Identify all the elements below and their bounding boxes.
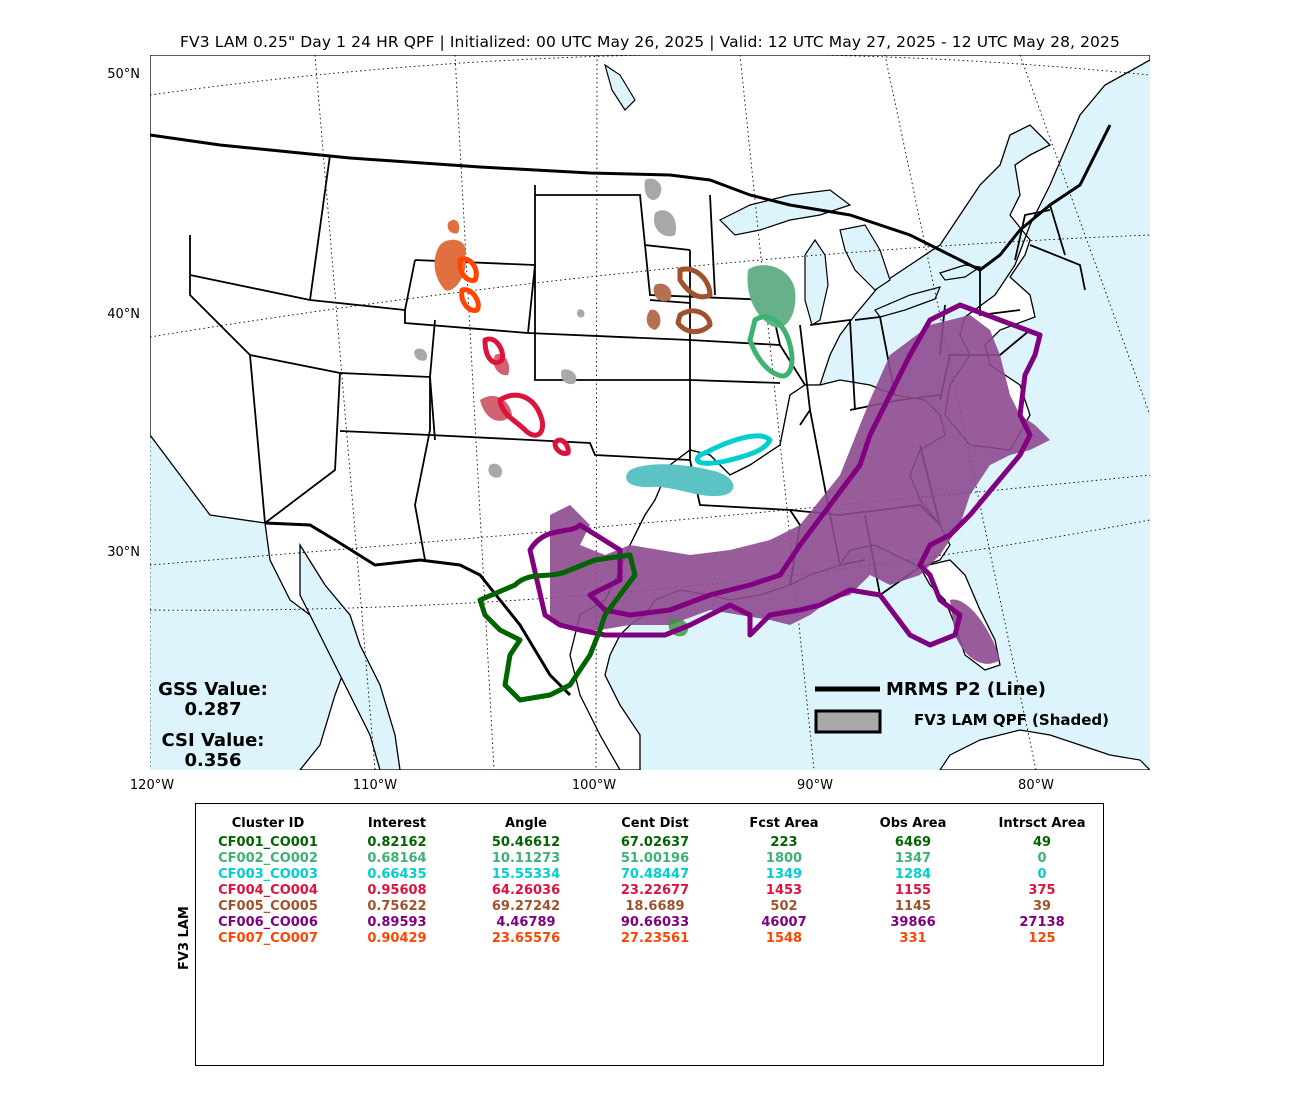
col-header-centdist: Cent Dist xyxy=(621,816,689,831)
row-4-cluster-id: CF004_CO004 xyxy=(218,883,318,898)
lon-label-90: 90°W xyxy=(797,778,833,793)
cf005-forecast xyxy=(653,283,672,302)
row-6-interest: 0.89593 xyxy=(367,915,427,930)
row-6-intrsct-area: 27138 xyxy=(1019,915,1065,930)
row-5-interest: 0.75622 xyxy=(367,899,427,914)
row-1-cent-dist: 67.02637 xyxy=(620,835,690,850)
lake-michigan xyxy=(804,238,829,326)
cluster-table: Cluster ID Interest Angle Cent Dist Fcst… xyxy=(195,803,1104,1066)
cf002-forecast xyxy=(747,265,796,328)
row-4-fcst-area: 1453 xyxy=(765,883,803,898)
col-header-intrsctarea: Intrsct Area xyxy=(998,816,1086,831)
lon-label-120: 120°W xyxy=(129,778,175,793)
row-5-obs-area: 1145 xyxy=(894,899,932,914)
row-6-angle: 4.46789 xyxy=(496,915,556,930)
map-title: FV3 LAM 0.25" Day 1 24 HR QPF | Initiali… xyxy=(180,33,1120,51)
row-7-angle: 23.65576 xyxy=(491,931,561,946)
lat-label-50: 50°N xyxy=(107,67,140,82)
row-4-cent-dist: 23.22677 xyxy=(620,883,690,898)
row-7-cluster-id: CF007_CO007 xyxy=(218,931,318,946)
row-4-angle: 64.26036 xyxy=(491,883,561,898)
lon-label-110: 110°W xyxy=(352,778,398,793)
row-3-fcst-area: 1349 xyxy=(765,867,803,882)
row-6-cent-dist: 90.66033 xyxy=(620,915,690,930)
table-side-label: FV3 LAM xyxy=(177,906,192,970)
csi-value: 0.356 xyxy=(184,750,242,771)
col-header-angle: Angle xyxy=(505,816,547,831)
row-3-obs-area: 1284 xyxy=(894,867,932,882)
cf007-observed xyxy=(457,256,479,283)
row-3-interest: 0.66435 xyxy=(367,867,427,882)
row-7-fcst-area: 1548 xyxy=(765,931,803,946)
row-6-cluster-id: CF006_CO006 xyxy=(218,915,318,930)
row-3-cent-dist: 70.48447 xyxy=(620,867,690,882)
row-2-intrsct-area: 0 xyxy=(1037,851,1047,866)
row-3-angle: 15.55334 xyxy=(491,867,561,882)
legend-shaded-symbol xyxy=(814,709,882,734)
qpf-map xyxy=(150,55,1150,770)
col-header-interest: Interest xyxy=(367,816,427,831)
row-1-fcst-area: 223 xyxy=(770,835,798,850)
row-1-obs-area: 6469 xyxy=(894,835,932,850)
cf006-observed xyxy=(527,302,1043,648)
row-2-cluster-id: CF002_CO002 xyxy=(218,851,318,866)
row-4-obs-area: 1155 xyxy=(894,883,932,898)
lon-label-100: 100°W xyxy=(571,778,617,793)
row-7-interest: 0.90429 xyxy=(367,931,427,946)
row-7-cent-dist: 27.23561 xyxy=(620,931,690,946)
row-4-interest: 0.95608 xyxy=(367,883,427,898)
row-2-obs-area: 1347 xyxy=(894,851,932,866)
cf003-observed xyxy=(695,433,773,466)
gss-label: GSS Value: xyxy=(158,679,268,700)
row-3-intrsct-area: 0 xyxy=(1037,867,1047,882)
cf004-observed xyxy=(482,336,506,366)
row-6-fcst-area: 46007 xyxy=(761,915,807,930)
cf002-observed xyxy=(747,314,795,379)
cf003-forecast xyxy=(626,464,734,497)
us-mexico-border xyxy=(264,521,572,697)
row-7-obs-area: 331 xyxy=(899,931,927,946)
row-2-interest: 0.68164 xyxy=(367,851,427,866)
row-2-cent-dist: 51.00196 xyxy=(620,851,690,866)
row-1-interest: 0.82162 xyxy=(367,835,427,850)
row-1-angle: 50.46612 xyxy=(491,835,561,850)
row-5-cent-dist: 18.6689 xyxy=(625,899,685,914)
row-2-fcst-area: 1800 xyxy=(765,851,803,866)
cf005-observed xyxy=(677,266,713,300)
cf007-forecast xyxy=(434,239,466,291)
legend-obs-label: MRMS P2 (Line) xyxy=(886,679,1047,700)
row-5-fcst-area: 502 xyxy=(770,899,798,914)
lon-label-80: 80°W xyxy=(1018,778,1054,793)
cf001-observed xyxy=(477,552,638,703)
row-1-cluster-id: CF001_CO001 xyxy=(218,835,318,850)
row-2-angle: 10.11273 xyxy=(491,851,561,866)
row-5-cluster-id: CF005_CO005 xyxy=(218,899,318,914)
col-header-obsarea: Obs Area xyxy=(879,816,947,831)
lake-winnipeg xyxy=(603,63,636,111)
row-4-intrsct-area: 375 xyxy=(1028,883,1056,898)
legend-fcst-label: FV3 LAM QPF (Shaded) xyxy=(914,711,1110,729)
lat-label-30: 30°N xyxy=(107,545,140,560)
lake-huron xyxy=(839,224,891,291)
row-5-angle: 69.27242 xyxy=(491,899,561,914)
col-header-cluster: Cluster ID xyxy=(231,816,305,831)
lat-label-40: 40°N xyxy=(107,307,140,322)
row-7-intrsct-area: 125 xyxy=(1028,931,1056,946)
unmatched-objects xyxy=(414,178,676,478)
gss-value: 0.287 xyxy=(184,699,242,720)
col-header-fcstarea: Fcst Area xyxy=(749,816,819,831)
csi-label: CSI Value: xyxy=(161,730,265,751)
row-6-obs-area: 39866 xyxy=(890,915,936,930)
row-5-intrsct-area: 39 xyxy=(1032,899,1052,914)
lake-ontario xyxy=(939,264,982,281)
row-3-cluster-id: CF003_CO003 xyxy=(218,867,318,882)
row-1-intrsct-area: 49 xyxy=(1032,835,1052,850)
